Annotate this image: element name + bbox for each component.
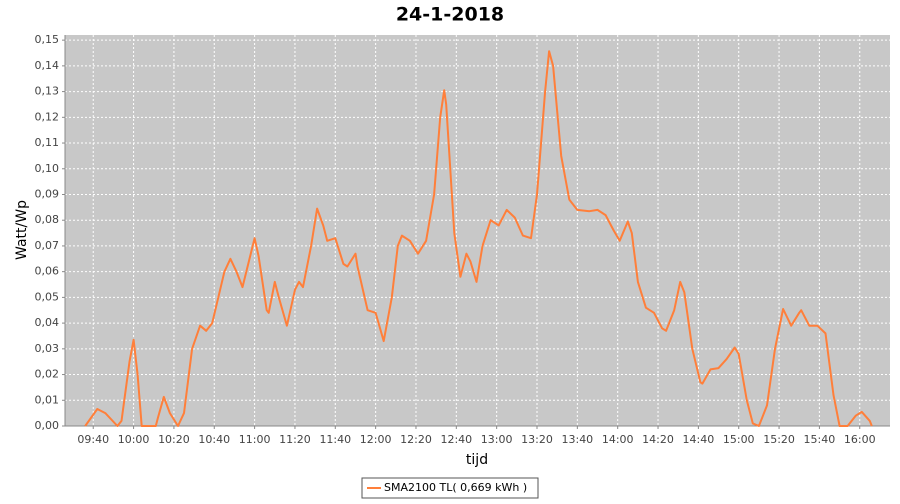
x-tick-label: 10:00: [118, 433, 150, 446]
y-tick-label: 0,06: [35, 265, 60, 278]
x-tick-label: 12:00: [360, 433, 392, 446]
y-tick-label: 0,15: [35, 33, 60, 46]
y-tick-label: 0,02: [35, 368, 60, 381]
x-tick-label: 14:00: [602, 433, 634, 446]
x-tick-label: 13:00: [481, 433, 513, 446]
x-tick-label: 12:20: [400, 433, 432, 446]
x-tick-label: 14:40: [683, 433, 715, 446]
y-tick-label: 0,00: [35, 419, 60, 432]
x-tick-label: 16:00: [844, 433, 876, 446]
x-tick-label: 10:40: [198, 433, 230, 446]
y-tick-label: 0,13: [35, 85, 60, 98]
y-tick-label: 0,03: [35, 342, 60, 355]
y-tick-label: 0,12: [35, 110, 60, 123]
y-tick-label: 0,09: [35, 187, 60, 200]
x-tick-label: 15:20: [763, 433, 795, 446]
y-tick-label: 0,14: [35, 59, 60, 72]
y-tick-label: 0,04: [35, 316, 60, 329]
x-tick-label: 15:40: [804, 433, 836, 446]
series-line: [84, 50, 873, 427]
legend-label: SMA2100 TL( 0,669 kWh ): [384, 481, 527, 494]
x-tick-label: 11:20: [279, 433, 311, 446]
y-tick-label: 0,01: [35, 393, 60, 406]
x-tick-label: 11:00: [239, 433, 271, 446]
plot-area: [65, 35, 890, 426]
x-tick-label: 11:40: [319, 433, 351, 446]
x-tick-label: 13:40: [561, 433, 593, 446]
y-tick-label: 0,05: [35, 290, 60, 303]
x-tick-label: 13:20: [521, 433, 553, 446]
y-tick-label: 0,07: [35, 239, 60, 252]
legend: [361, 477, 539, 499]
x-axis-label: tijd: [466, 452, 488, 468]
x-tick-label: 15:00: [723, 433, 755, 446]
y-axis-label: Watt/Wp: [14, 200, 30, 260]
chart-title: 24-1-2018: [396, 4, 504, 26]
y-tick-label: 0,08: [35, 213, 60, 226]
y-tick-label: 0,11: [35, 136, 60, 149]
y-tick-label: 0,10: [35, 162, 60, 175]
x-tick-label: 12:40: [440, 433, 472, 446]
x-tick-label: 10:20: [158, 433, 190, 446]
x-tick-label: 14:20: [642, 433, 674, 446]
x-tick-label: 09:40: [77, 433, 109, 446]
